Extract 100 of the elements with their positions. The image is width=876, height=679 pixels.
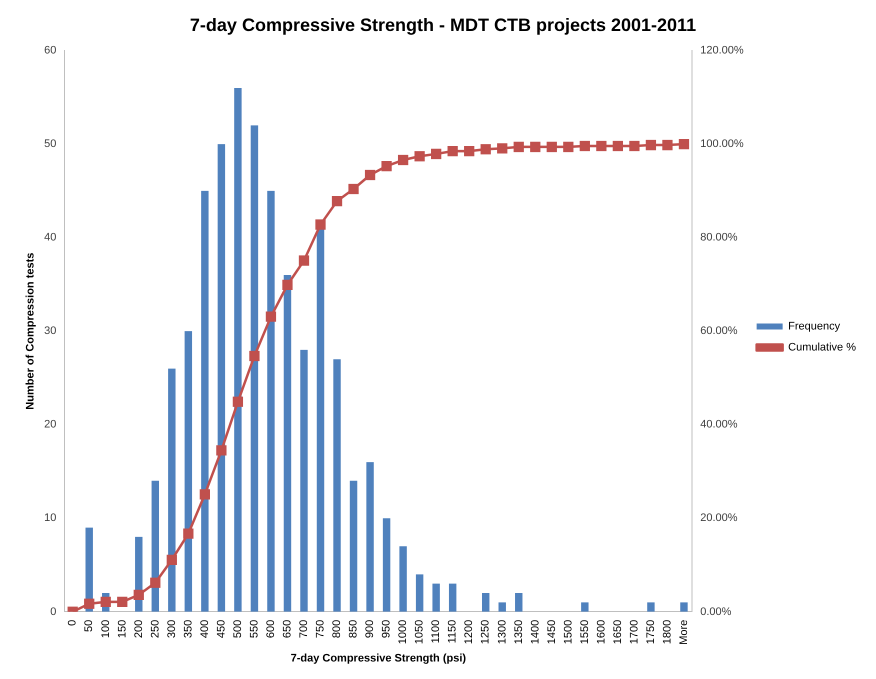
bar: [250, 125, 258, 612]
y-tick-label: 20: [44, 418, 56, 431]
x-tick-label: 450: [215, 620, 228, 638]
y2-tick-label: 60.00%: [700, 325, 738, 338]
point: [364, 170, 376, 180]
point: [216, 445, 227, 456]
bar: [267, 190, 275, 612]
x-tick-label: 0: [66, 620, 79, 626]
point: [332, 196, 342, 206]
x-tick-label: 600: [264, 620, 277, 638]
point: [282, 280, 293, 290]
point: [398, 154, 408, 166]
x-tick-label: 1300: [496, 620, 508, 644]
point: [612, 140, 624, 152]
point: [480, 144, 491, 154]
point: [497, 143, 508, 154]
x-tick-label: 350: [182, 620, 194, 638]
x-tick-label: 1750: [644, 620, 657, 644]
point: [431, 148, 442, 160]
x-tick-label: 150: [116, 620, 128, 638]
x-tick-label: 300: [166, 620, 178, 638]
bar: [300, 350, 308, 612]
point: [563, 142, 574, 152]
x-tick-label: 650: [281, 620, 294, 638]
point: [580, 140, 590, 152]
x-tick-label: 1700: [628, 620, 640, 644]
bar: [482, 593, 490, 612]
bar: [416, 574, 424, 612]
x-tick-label: 400: [198, 620, 211, 638]
x-tick-label: 200: [132, 620, 145, 638]
x-tick-label: 250: [149, 620, 162, 638]
x-axis-title: 7-day Compressive Strength (psi): [290, 652, 466, 664]
point: [464, 146, 474, 156]
point: [414, 151, 425, 162]
point: [514, 142, 524, 152]
y2-tick-label: 100.00%: [700, 138, 744, 150]
point: [166, 554, 177, 565]
y-tick-label: 0: [50, 606, 56, 618]
bar: [350, 480, 358, 612]
y2-tick-label: 120.00%: [700, 44, 744, 57]
bar: [201, 190, 209, 612]
point: [348, 184, 359, 194]
x-tick-label: 700: [298, 620, 310, 638]
x-tick-label: 1500: [562, 620, 574, 644]
x-tick-label: 100: [100, 620, 112, 638]
bar: [333, 359, 341, 612]
point: [678, 138, 690, 150]
bar: [382, 518, 390, 612]
point: [381, 160, 392, 172]
point: [646, 140, 656, 150]
bar: [581, 602, 589, 612]
y-tick-label: 10: [44, 512, 56, 524]
bar: [152, 480, 160, 612]
x-tick-label: 550: [248, 620, 260, 638]
y-tick-label: 40: [44, 232, 56, 244]
x-tick-label: 1150: [446, 620, 459, 644]
x-tick-label: More: [678, 620, 690, 645]
bar: [647, 602, 655, 612]
point: [200, 489, 210, 500]
point: [100, 596, 111, 608]
x-tick-label: 1600: [595, 620, 608, 644]
x-tick-label: 1000: [397, 620, 410, 644]
point: [596, 140, 606, 152]
bar: [284, 275, 292, 612]
point: [117, 596, 128, 608]
point: [249, 350, 260, 362]
bar: [184, 331, 192, 612]
x-tick-label: 1550: [578, 620, 591, 644]
x-tick-label: 800: [331, 620, 344, 638]
x-tick-label: 1800: [661, 620, 674, 644]
point: [298, 255, 310, 266]
x-tick-label: 850: [348, 620, 360, 638]
bar: [515, 593, 522, 612]
chart-title: 7-day Compressive Strength - MDT CTB projects 2001-2011: [190, 14, 696, 35]
x-tick-label: 500: [232, 620, 244, 638]
legend-label: Cumulative %: [788, 342, 856, 354]
point: [134, 590, 144, 600]
point: [183, 528, 194, 539]
point: [629, 140, 640, 152]
bar: [366, 462, 374, 612]
legend-label: Frequency: [788, 320, 841, 333]
bar: [680, 602, 688, 612]
y2-tick-label: 0.00%: [700, 606, 732, 618]
bar: [448, 584, 456, 612]
x-tick-label: 1100: [430, 620, 442, 644]
bar: [218, 144, 226, 612]
bar: [399, 546, 407, 612]
point: [84, 598, 94, 609]
x-tick-label: 1200: [463, 620, 476, 644]
point: [315, 219, 326, 230]
point: [530, 142, 540, 152]
x-tick-label: 950: [380, 620, 393, 638]
y2-tick-label: 40.00%: [700, 418, 738, 431]
x-tick-label: 750: [314, 620, 327, 638]
y2-tick-label: 80.00%: [700, 232, 738, 244]
y-axis-title: Number of Compression tests: [24, 252, 37, 410]
bar: [316, 228, 324, 612]
bar: [168, 368, 176, 612]
bar: [432, 584, 440, 612]
bar: [498, 602, 506, 612]
